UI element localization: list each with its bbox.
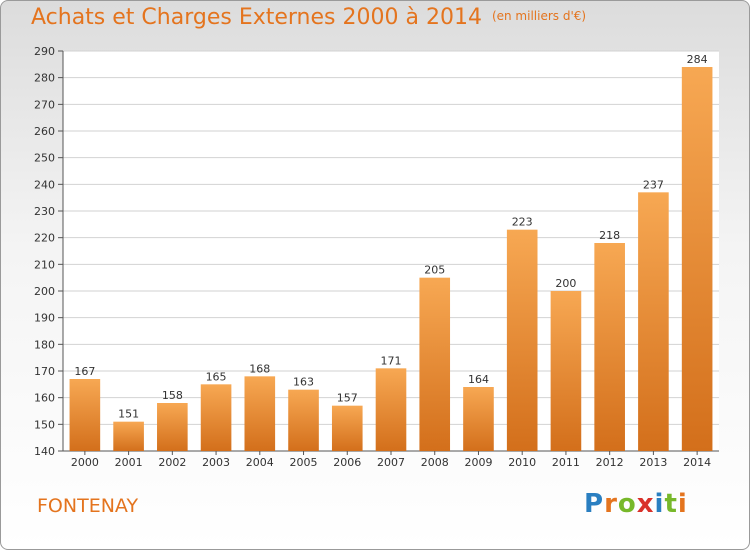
x-tick-label: 2005 — [290, 456, 318, 469]
logo-letter: i — [677, 489, 688, 519]
data-label: 200 — [555, 277, 576, 290]
y-tick-label: 150 — [34, 418, 55, 431]
y-tick-label: 160 — [34, 392, 55, 405]
logo-letter: P — [584, 489, 605, 519]
x-tick-label: 2001 — [115, 456, 143, 469]
chart-subtitle: (en milliers d'€) — [491, 9, 587, 23]
bar — [419, 277, 451, 451]
y-tick-label: 170 — [34, 365, 55, 378]
bar — [200, 384, 232, 451]
bar — [463, 387, 494, 451]
y-tick-label: 190 — [34, 312, 55, 325]
bar — [375, 368, 407, 451]
x-tick-label: 2013 — [639, 456, 667, 469]
bar — [113, 421, 144, 451]
bar — [288, 389, 319, 451]
data-label: 164 — [468, 373, 489, 386]
bar — [157, 403, 188, 451]
data-label: 151 — [118, 408, 139, 421]
logo-letter: o — [617, 489, 637, 519]
bar — [506, 229, 538, 451]
data-label: 237 — [643, 178, 664, 191]
y-tick-label: 210 — [34, 258, 55, 271]
data-label: 284 — [687, 53, 708, 66]
x-tick-label: 2004 — [246, 456, 274, 469]
y-tick-label: 200 — [34, 285, 55, 298]
y-tick-label: 290 — [34, 45, 55, 58]
bar — [681, 67, 713, 451]
data-label: 167 — [74, 365, 95, 378]
x-tick-label: 2007 — [377, 456, 405, 469]
y-tick-label: 180 — [34, 338, 55, 351]
x-tick-label: 2012 — [596, 456, 624, 469]
y-tick-label: 240 — [34, 178, 55, 191]
x-tick-label: 2008 — [421, 456, 449, 469]
logo-letter: x — [636, 489, 655, 519]
x-tick-label: 2003 — [202, 456, 230, 469]
data-label: 157 — [337, 392, 358, 405]
logo-letter: r — [604, 489, 618, 519]
y-tick-label: 230 — [34, 205, 55, 218]
logo-letter: t — [664, 489, 678, 519]
proxiti-logo: Proxiti — [584, 489, 688, 519]
bar — [550, 291, 582, 451]
y-tick-label: 250 — [34, 152, 55, 165]
data-label: 163 — [293, 376, 314, 389]
x-tick-label: 2009 — [464, 456, 492, 469]
chart-title: Achats et Charges Externes 2000 à 2014 (e… — [31, 5, 586, 30]
data-label: 158 — [162, 389, 183, 402]
x-tick-label: 2014 — [683, 456, 711, 469]
y-tick-label: 280 — [34, 72, 55, 85]
data-label: 168 — [249, 362, 270, 375]
data-label: 165 — [206, 370, 227, 383]
x-tick-label: 2010 — [508, 456, 536, 469]
x-tick-label: 2002 — [158, 456, 186, 469]
logo-letter: i — [654, 489, 665, 519]
y-tick-label: 220 — [34, 232, 55, 245]
data-label: 171 — [381, 354, 402, 367]
y-tick-label: 140 — [34, 445, 55, 458]
bar — [331, 405, 363, 451]
data-label: 205 — [424, 264, 445, 277]
bar — [594, 243, 625, 451]
x-tick-label: 2000 — [71, 456, 99, 469]
data-label: 223 — [512, 216, 533, 229]
chart-title-text: Achats et Charges Externes 2000 à 2014 — [31, 5, 482, 30]
commune-name: FONTENAY — [37, 495, 139, 517]
bar — [244, 376, 276, 451]
y-tick-label: 260 — [34, 125, 55, 138]
x-tick-label: 2006 — [333, 456, 361, 469]
x-tick-label: 2011 — [552, 456, 580, 469]
y-tick-label: 270 — [34, 98, 55, 111]
data-label: 218 — [599, 229, 620, 242]
bar — [69, 379, 101, 451]
bar — [638, 192, 669, 452]
